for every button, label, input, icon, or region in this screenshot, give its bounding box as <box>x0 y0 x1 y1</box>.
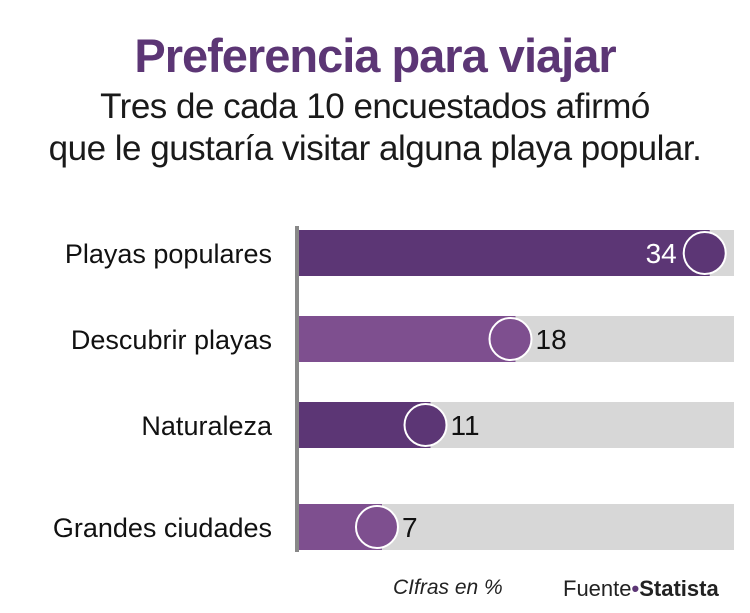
bar <box>297 316 516 362</box>
units-footnote: CIfras en % <box>393 576 503 599</box>
source-credit: Fuente•Statista <box>563 576 719 602</box>
value-label: 18 <box>536 324 567 355</box>
category-label: Grandes ciudades <box>53 513 272 543</box>
value-label: 34 <box>646 238 677 269</box>
bar-end-marker <box>354 505 399 549</box>
bar <box>297 230 710 276</box>
category-label: Naturaleza <box>141 411 273 441</box>
subtitle-line-1: Tres de cada 10 encuestados afirmó <box>100 87 650 126</box>
source-dot: • <box>631 576 640 601</box>
chart-title: Preferencia para viajar <box>134 29 616 82</box>
category-label: Playas populares <box>65 239 272 269</box>
category-label: Descubrir playas <box>71 325 272 355</box>
source-prefix: Fuente <box>563 576 632 601</box>
value-label: 11 <box>451 410 480 441</box>
chart-subtitle: Tres de cada 10 encuestados afirmó que l… <box>0 86 750 170</box>
source-name: Statista <box>639 576 719 601</box>
subtitle-line-2: que le gustaría visitar alguna playa pop… <box>48 129 702 168</box>
value-label: 7 <box>402 512 418 543</box>
bar-end-marker <box>488 317 533 361</box>
bar-end-marker <box>682 231 727 275</box>
bar-end-marker <box>403 403 448 447</box>
